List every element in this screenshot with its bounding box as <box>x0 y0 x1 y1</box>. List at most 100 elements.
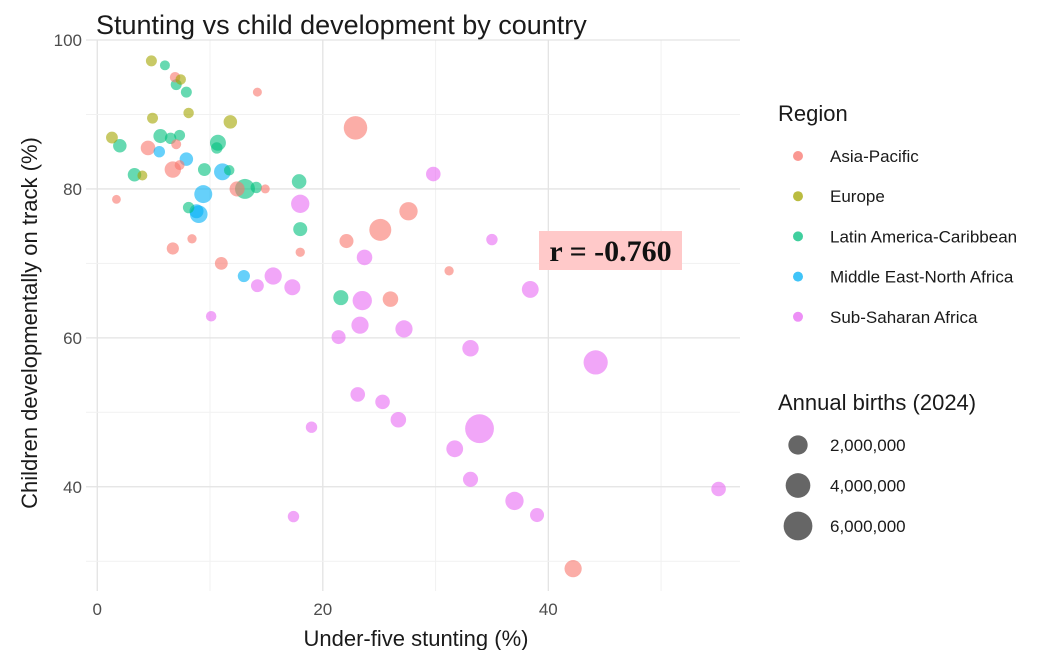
legend-region-key <box>793 191 803 202</box>
y-tick-label: 40 <box>63 478 82 497</box>
point-middle-east-north-africa <box>153 145 165 158</box>
x-tick-label: 20 <box>313 600 332 619</box>
point-sub-saharan-africa <box>395 320 413 338</box>
point-sub-saharan-africa <box>583 350 608 375</box>
point-sub-saharan-africa <box>250 279 264 293</box>
x-axis-label: Under-five stunting (%) <box>304 626 529 650</box>
legend-region-key <box>793 151 803 161</box>
point-europe <box>147 112 159 124</box>
point-asia-pacific <box>229 181 245 197</box>
point-asia-pacific <box>260 184 270 194</box>
point-asia-pacific <box>564 560 582 578</box>
x-tick-label: 40 <box>539 600 558 619</box>
point-europe <box>175 74 186 85</box>
point-middle-east-north-africa <box>237 269 250 283</box>
point-latin-america-caribbean <box>113 138 127 153</box>
legend-region-label: Middle East-North Africa <box>830 268 1014 287</box>
y-tick-label: 100 <box>54 31 82 50</box>
point-asia-pacific <box>174 160 185 171</box>
legend-region-key <box>793 271 803 282</box>
legend-size-items: 2,000,000 4,000,000 6,000,000 <box>783 435 906 541</box>
point-asia-pacific <box>339 234 354 249</box>
legend-size-label: 2,000,000 <box>830 436 906 455</box>
correlation-annotation: r = -0.760 <box>539 231 682 270</box>
point-sub-saharan-africa <box>352 290 372 311</box>
point-sub-saharan-africa <box>291 194 310 213</box>
chart-title: Stunting vs child development by country <box>96 10 587 40</box>
legend-region-title: Region <box>778 101 848 126</box>
point-sub-saharan-africa <box>350 387 366 402</box>
point-sub-saharan-africa <box>505 491 524 511</box>
point-asia-pacific <box>171 139 182 150</box>
point-latin-america-caribbean <box>180 86 192 98</box>
grid-lines <box>86 39 740 591</box>
point-middle-east-north-africa <box>194 185 213 204</box>
point-europe <box>137 170 148 181</box>
point-sub-saharan-africa <box>264 267 282 285</box>
point-sub-saharan-africa <box>284 279 301 296</box>
point-latin-america-caribbean <box>174 129 186 141</box>
point-asia-pacific <box>140 140 156 156</box>
point-asia-pacific <box>444 266 454 276</box>
y-axis-label: Children developmentally on track (%) <box>17 137 42 509</box>
annotation-label: r = -0.760 <box>549 235 671 268</box>
y-tick-label: 80 <box>63 180 82 199</box>
point-sub-saharan-africa <box>375 394 390 410</box>
point-europe <box>106 131 118 144</box>
point-sub-saharan-africa <box>711 481 726 497</box>
point-asia-pacific <box>369 218 392 241</box>
y-tick-label: 60 <box>63 329 82 348</box>
legend-size-key <box>783 511 813 541</box>
point-sub-saharan-africa <box>462 340 479 357</box>
point-latin-america-caribbean <box>211 142 223 154</box>
point-latin-america-caribbean <box>333 290 349 306</box>
point-europe <box>223 115 238 129</box>
point-sub-saharan-africa <box>205 310 217 322</box>
point-sub-saharan-africa <box>356 249 373 266</box>
legend-region-label: Sub-Saharan Africa <box>830 308 978 327</box>
legend-region-label: Latin America-Caribbean <box>830 227 1017 246</box>
point-asia-pacific <box>295 247 305 257</box>
point-asia-pacific <box>382 291 399 307</box>
point-europe <box>145 55 157 67</box>
legend-size-label: 6,000,000 <box>830 517 906 536</box>
point-asia-pacific <box>166 242 179 255</box>
data-points <box>106 55 726 578</box>
point-latin-america-caribbean <box>250 181 262 194</box>
point-sub-saharan-africa <box>465 414 494 444</box>
point-latin-america-caribbean <box>293 222 308 237</box>
point-latin-america-caribbean <box>153 129 168 144</box>
point-sub-saharan-africa <box>530 508 545 523</box>
point-sub-saharan-africa <box>331 330 346 345</box>
legend-region-items: Asia-Pacific Europe Latin America-Caribbea… <box>793 147 1017 327</box>
legend-region-key <box>793 231 803 242</box>
point-sub-saharan-africa <box>351 316 369 334</box>
point-asia-pacific <box>399 202 418 221</box>
point-asia-pacific <box>343 116 368 140</box>
point-asia-pacific <box>214 256 228 270</box>
point-sub-saharan-africa <box>287 510 300 523</box>
point-latin-america-caribbean <box>291 174 307 189</box>
point-sub-saharan-africa <box>305 421 318 433</box>
point-sub-saharan-africa <box>521 281 539 298</box>
point-sub-saharan-africa <box>426 166 441 182</box>
point-europe <box>183 107 194 119</box>
legend-region-label: Europe <box>830 187 885 206</box>
legend-size-title: Annual births (2024) <box>778 390 976 415</box>
axis-tick-labels: 0 20 40 40 60 80 100 <box>54 31 558 619</box>
legend-size-label: 4,000,000 <box>830 477 906 496</box>
point-asia-pacific <box>252 87 262 97</box>
point-sub-saharan-africa <box>390 411 407 428</box>
point-latin-america-caribbean <box>127 168 142 182</box>
annotation-background <box>539 231 682 270</box>
point-latin-america-caribbean <box>182 201 195 214</box>
legend-region-label: Asia-Pacific <box>830 147 919 166</box>
x-tick-label: 0 <box>93 600 102 619</box>
point-sub-saharan-africa <box>446 440 464 458</box>
point-latin-america-caribbean <box>223 165 235 176</box>
point-latin-america-caribbean <box>197 163 211 176</box>
point-sub-saharan-africa <box>486 233 498 246</box>
legend-region-key <box>793 311 803 322</box>
